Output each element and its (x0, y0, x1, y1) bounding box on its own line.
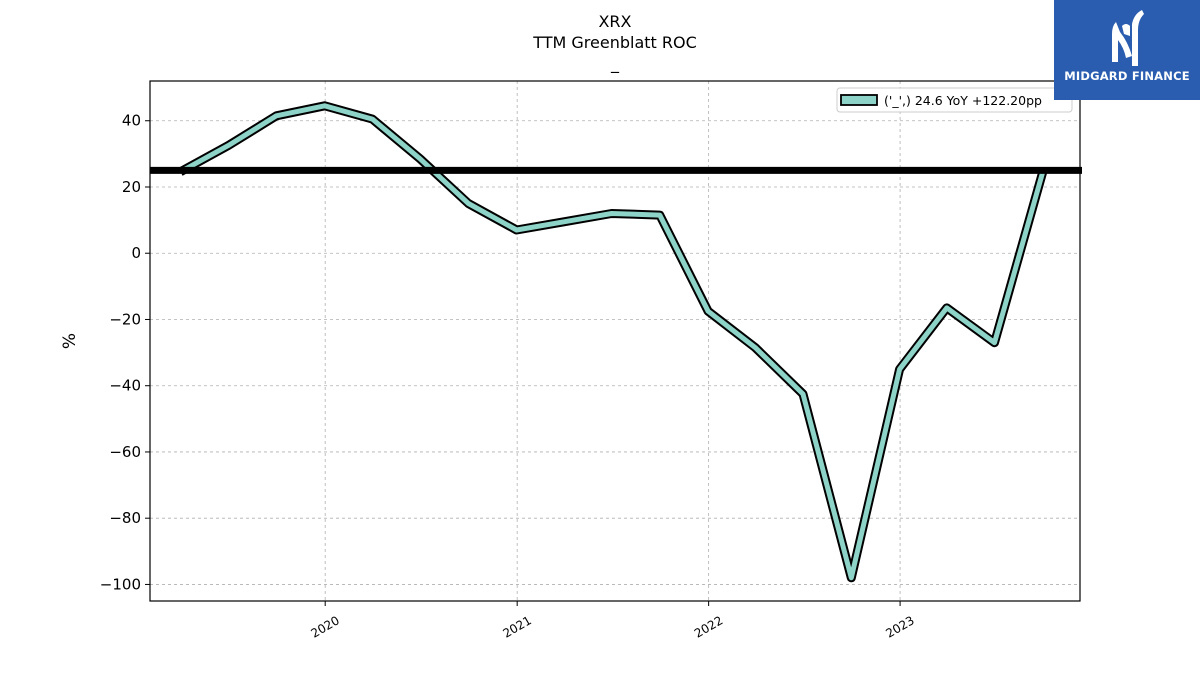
y-tick-label: 0 (131, 244, 141, 262)
x-tick-label: 2021 (500, 613, 533, 640)
plot-area (150, 101, 1082, 583)
logo-mark-icon (1112, 10, 1144, 66)
y-axis-label: % (60, 333, 80, 349)
series-line-outline (178, 101, 1048, 583)
legend-label: ('_',) 24.6 YoY +122.20pp (884, 93, 1042, 108)
logo-text: MIDGARD FINANCE (1064, 69, 1190, 83)
y-tick-label: −80 (109, 509, 141, 527)
y-tick-label: −40 (109, 377, 141, 395)
axes: 40 20 0 −20 −40 −60 −80 −100 2020 2021 2022 2023% (60, 80, 1081, 641)
brand-logo: MIDGARD FINANCE (1054, 0, 1200, 100)
y-tick-label: −20 (109, 310, 141, 328)
plot-frame (149, 80, 1081, 602)
y-tick-label: −60 (109, 443, 141, 461)
y-tick-label: 20 (122, 178, 141, 196)
chart-title-line: TTM Greenblatt ROC (532, 33, 697, 52)
legend-box (836, 87, 1073, 113)
x-tick-label: 2020 (308, 613, 341, 640)
legend: ('_',) 24.6 YoY +122.20pp (836, 87, 1073, 113)
chart-title-group: XRX TTM Greenblatt ROC _ (532, 12, 697, 74)
series-line (179, 103, 1046, 581)
x-tick-label: 2023 (883, 613, 916, 640)
chart-title-line: _ (610, 54, 620, 74)
chart-title-line: XRX (598, 12, 631, 31)
grid-lines (150, 81, 1080, 601)
x-tick-label: 2022 (692, 613, 725, 640)
legend-swatch (840, 94, 878, 106)
y-tick-label: 40 (122, 112, 141, 130)
y-tick-label: −100 (100, 575, 141, 593)
